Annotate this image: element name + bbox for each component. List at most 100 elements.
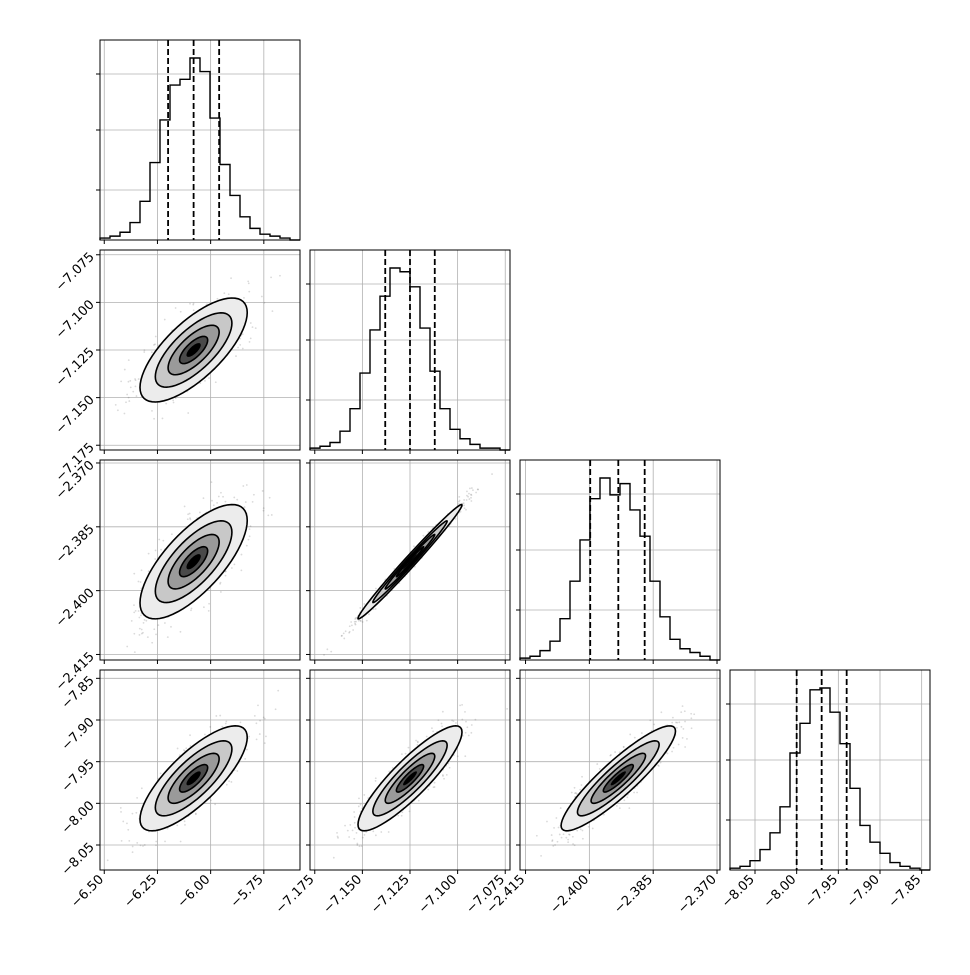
scatter-point bbox=[142, 621, 145, 624]
scatter-point bbox=[649, 719, 652, 722]
scatter-point bbox=[680, 711, 683, 714]
scatter-point bbox=[145, 619, 148, 622]
scatter-point bbox=[120, 380, 123, 383]
scatter-point bbox=[361, 621, 364, 623]
scatter-point bbox=[174, 397, 177, 400]
scatter-point bbox=[116, 409, 119, 412]
scatter-point bbox=[686, 738, 688, 740]
scatter-point bbox=[127, 380, 130, 383]
scatter-point bbox=[249, 525, 252, 528]
scatter-point bbox=[354, 623, 357, 626]
scatter-point bbox=[559, 807, 562, 809]
scatter-point bbox=[354, 617, 357, 619]
scatter-point bbox=[202, 497, 205, 500]
scatter-point bbox=[332, 856, 335, 859]
scatter-point bbox=[565, 836, 568, 839]
scatter-point bbox=[459, 704, 461, 707]
scatter-point bbox=[682, 728, 685, 730]
scatter-point bbox=[602, 813, 605, 816]
scatter-point bbox=[172, 401, 175, 404]
scatter-point bbox=[342, 632, 345, 635]
scatter-point bbox=[374, 777, 377, 780]
scatter-point bbox=[248, 535, 251, 538]
y-tick-label: −2.385 bbox=[53, 522, 98, 567]
scatter-point bbox=[461, 703, 463, 706]
scatter-point bbox=[154, 335, 157, 338]
scatter-point bbox=[575, 792, 578, 795]
y-tick-label: −7.90 bbox=[59, 715, 98, 754]
scatter-point bbox=[267, 514, 270, 517]
scatter-point bbox=[618, 751, 621, 754]
scatter-point bbox=[568, 833, 570, 836]
scatter-point bbox=[123, 412, 126, 415]
scatter-point bbox=[143, 351, 146, 353]
scatter-point bbox=[134, 378, 136, 380]
scatter-point bbox=[133, 572, 136, 575]
scatter-point bbox=[457, 500, 460, 503]
scatter-point bbox=[123, 368, 126, 371]
scatter-point bbox=[178, 754, 181, 757]
panel-frame bbox=[519, 459, 721, 661]
scatter-point bbox=[249, 337, 252, 340]
scatter-point bbox=[465, 508, 467, 511]
scatter-point bbox=[681, 737, 684, 739]
scatter-point bbox=[192, 309, 195, 312]
scatter-point bbox=[466, 726, 469, 729]
panel-frame bbox=[99, 669, 301, 871]
scatter-point bbox=[248, 341, 251, 343]
scatter-point bbox=[459, 510, 462, 513]
scatter-point bbox=[353, 816, 356, 818]
scatter-point bbox=[128, 839, 131, 842]
scatter-point bbox=[357, 619, 360, 622]
scatter-point bbox=[677, 743, 680, 746]
scatter-point bbox=[422, 534, 425, 537]
scatter-point bbox=[130, 620, 133, 622]
scatter-point bbox=[356, 844, 359, 846]
contour-line bbox=[395, 763, 425, 793]
scatter-point bbox=[558, 833, 561, 836]
scatter-point bbox=[248, 528, 251, 531]
scatter-point bbox=[359, 607, 362, 609]
scatter-point bbox=[374, 608, 377, 610]
scatter-point bbox=[263, 717, 266, 720]
panel-content bbox=[520, 670, 720, 870]
scatter-point bbox=[573, 786, 576, 789]
x-tick-label: −7.125 bbox=[368, 872, 413, 917]
scatter-point bbox=[153, 344, 155, 346]
x-tick-label: −5.75 bbox=[228, 872, 267, 911]
scatter-point bbox=[464, 710, 466, 713]
scatter-point bbox=[357, 805, 360, 808]
x-tick-label: −7.175 bbox=[273, 872, 318, 917]
scatter-point bbox=[233, 563, 236, 566]
scatter-point bbox=[150, 351, 153, 354]
scatter-point bbox=[230, 277, 232, 280]
scatter-point bbox=[210, 799, 212, 802]
scatter-point bbox=[633, 736, 636, 739]
scatter-point bbox=[153, 417, 155, 420]
scatter-point bbox=[165, 402, 168, 405]
scatter-point bbox=[633, 791, 635, 794]
scatter-point bbox=[170, 625, 172, 628]
scatter-point bbox=[214, 381, 217, 384]
scatter-point bbox=[140, 787, 143, 790]
y-tick-label: −7.95 bbox=[59, 757, 98, 796]
scatter-point bbox=[251, 501, 254, 503]
scatter-point bbox=[350, 621, 353, 623]
scatter-point bbox=[239, 721, 242, 724]
scatter-point bbox=[475, 491, 478, 494]
scatter-point bbox=[672, 746, 675, 749]
scatter-point bbox=[690, 717, 693, 720]
scatter-point bbox=[614, 751, 617, 753]
density-peak bbox=[186, 771, 201, 786]
scatter-point bbox=[657, 764, 659, 767]
scatter-point bbox=[413, 565, 416, 568]
scatter-point bbox=[454, 517, 457, 520]
scatter-point bbox=[326, 648, 329, 651]
scatter-point bbox=[255, 722, 258, 725]
scatter-point bbox=[133, 632, 136, 635]
contour-line bbox=[178, 545, 209, 578]
scatter-point bbox=[437, 719, 440, 722]
contour-line bbox=[167, 533, 220, 590]
scatter-point bbox=[358, 797, 360, 800]
scatter-point bbox=[140, 628, 143, 631]
